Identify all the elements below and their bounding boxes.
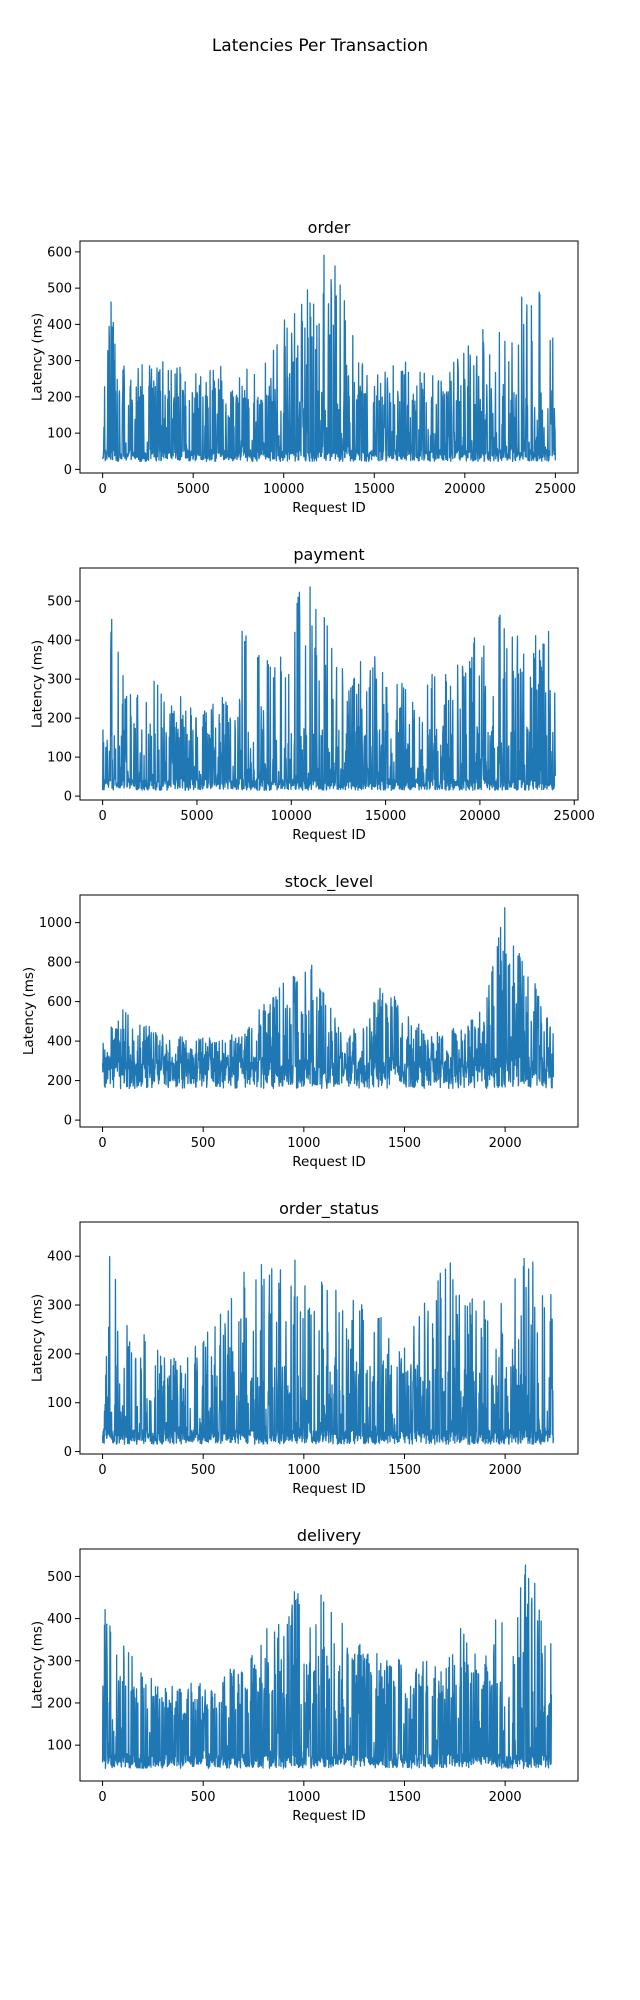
y-axis-label: Latency (ms) bbox=[29, 1621, 45, 1709]
x-tick-label: 2000 bbox=[489, 1136, 522, 1151]
series-line bbox=[101, 1256, 555, 1445]
x-tick-label: 1000 bbox=[287, 1463, 320, 1478]
y-tick-label: 1000 bbox=[39, 916, 72, 931]
x-axis-label: Request ID bbox=[292, 1808, 366, 1824]
axes-frame bbox=[79, 894, 579, 1128]
series-line bbox=[101, 907, 555, 1090]
y-tick-label: 400 bbox=[47, 1250, 72, 1265]
x-tick-label: 10000 bbox=[263, 482, 304, 497]
x-tick-label: 0 bbox=[98, 809, 106, 824]
subplot-payment: payment 0 5000 10000 15000 20000 25000 0 100 200 3… bbox=[29, 545, 595, 843]
y-tick-label: 100 bbox=[47, 427, 72, 442]
x-tick-label: 500 bbox=[191, 1136, 216, 1151]
x-tick-label: 10000 bbox=[271, 809, 312, 824]
x-tick-label: 20000 bbox=[444, 482, 485, 497]
y-tick-label: 0 bbox=[64, 463, 72, 478]
x-tick-label: 25000 bbox=[535, 482, 576, 497]
subplot-delivery: delivery 0 500 1000 1500 2000 100 200 300 400 500 R… bbox=[29, 1526, 579, 1824]
x-axis-label: Request ID bbox=[292, 1481, 366, 1497]
y-tick-label: 100 bbox=[47, 1396, 72, 1411]
y-tick-label: 200 bbox=[47, 1074, 72, 1089]
x-tick-label: 0 bbox=[98, 482, 106, 497]
y-tick-label: 500 bbox=[47, 282, 72, 297]
y-tick-label: 800 bbox=[47, 956, 72, 971]
y-tick-label: 400 bbox=[47, 634, 72, 649]
y-axis-label: Latency (ms) bbox=[29, 313, 45, 401]
x-tick-label: 1000 bbox=[287, 1136, 320, 1151]
y-tick-label: 600 bbox=[47, 995, 72, 1010]
x-axis-label: Request ID bbox=[292, 500, 366, 516]
y-tick-label: 600 bbox=[47, 245, 72, 260]
y-tick-label: 500 bbox=[47, 1570, 72, 1585]
subplot-stock-level: stock_level 0 500 1000 1500 2000 0 200 400 600 800… bbox=[21, 872, 579, 1170]
y-tick-label: 200 bbox=[47, 1696, 72, 1711]
y-tick-label: 200 bbox=[47, 390, 72, 405]
y-tick-label: 300 bbox=[47, 673, 72, 688]
y-tick-label: 200 bbox=[47, 712, 72, 727]
x-axis-label: Request ID bbox=[292, 827, 366, 843]
subplot-title: stock_level bbox=[285, 872, 374, 892]
axes-frame bbox=[79, 240, 579, 474]
y-tick-label: 0 bbox=[64, 1445, 72, 1460]
y-axis-label: Latency (ms) bbox=[29, 1294, 45, 1382]
subplot-title: payment bbox=[293, 545, 364, 564]
x-axis-label: Request ID bbox=[292, 1154, 366, 1170]
x-tick-label: 5000 bbox=[180, 809, 213, 824]
x-tick-label: 500 bbox=[191, 1463, 216, 1478]
subplot-order: order 0 5000 10000 15000 20000 25000 0 100 200 300… bbox=[29, 218, 579, 516]
y-tick-label: 100 bbox=[47, 1739, 72, 1754]
x-tick-label: 1000 bbox=[287, 1790, 320, 1805]
x-tick-label: 15000 bbox=[354, 482, 395, 497]
subplot-order-status: order_status 0 500 1000 1500 2000 0 100 200 300 40… bbox=[29, 1199, 579, 1497]
series-line bbox=[101, 1564, 553, 1769]
x-tick-label: 1500 bbox=[388, 1463, 421, 1478]
y-tick-label: 400 bbox=[47, 318, 72, 333]
x-tick-label: 1500 bbox=[388, 1136, 421, 1151]
x-tick-label: 25000 bbox=[554, 809, 595, 824]
y-tick-label: 200 bbox=[47, 1347, 72, 1362]
figure-title: Latencies Per Transaction bbox=[211, 36, 429, 56]
y-tick-label: 500 bbox=[47, 595, 72, 610]
x-tick-label: 1500 bbox=[388, 1790, 421, 1805]
series-line bbox=[101, 586, 557, 791]
y-tick-label: 300 bbox=[47, 1654, 72, 1669]
y-tick-label: 400 bbox=[47, 1612, 72, 1627]
x-tick-label: 500 bbox=[191, 1790, 216, 1805]
subplot-title: order_status bbox=[279, 1199, 379, 1219]
axes-frame bbox=[79, 1221, 579, 1455]
x-tick-label: 0 bbox=[98, 1790, 106, 1805]
subplot-title: delivery bbox=[297, 1526, 361, 1545]
axes-frame bbox=[79, 567, 579, 801]
x-tick-label: 2000 bbox=[489, 1463, 522, 1478]
y-tick-label: 300 bbox=[47, 1299, 72, 1314]
x-tick-label: 2000 bbox=[489, 1790, 522, 1805]
x-tick-label: 0 bbox=[98, 1136, 106, 1151]
y-axis-label: Latency (ms) bbox=[21, 967, 37, 1055]
x-tick-label: 15000 bbox=[365, 809, 406, 824]
series-line bbox=[102, 254, 557, 463]
y-tick-label: 400 bbox=[47, 1035, 72, 1050]
x-tick-label: 0 bbox=[98, 1463, 106, 1478]
y-axis-label: Latency (ms) bbox=[29, 640, 45, 728]
subplot-title: order bbox=[308, 218, 351, 237]
y-tick-label: 0 bbox=[64, 790, 72, 805]
y-tick-label: 100 bbox=[47, 751, 72, 766]
y-tick-label: 0 bbox=[64, 1114, 72, 1129]
y-tick-label: 300 bbox=[47, 354, 72, 369]
x-tick-label: 20000 bbox=[459, 809, 500, 824]
x-tick-label: 5000 bbox=[177, 482, 210, 497]
axes-frame bbox=[79, 1548, 579, 1782]
